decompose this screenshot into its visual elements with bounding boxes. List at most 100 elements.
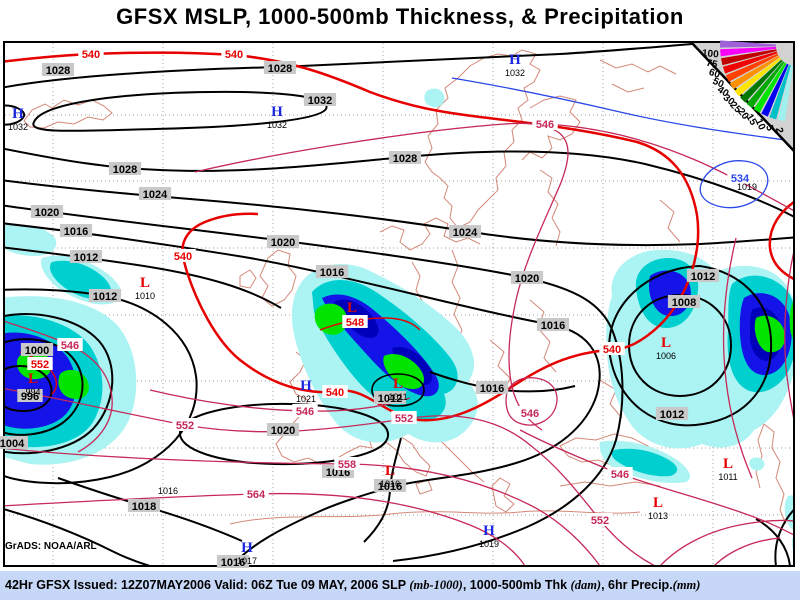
isobar-label: 1020	[271, 237, 295, 249]
thickness-label-box	[391, 411, 417, 424]
isobar-label-box	[41, 63, 75, 76]
footer-bar: 42Hr GFSX Issued: 12Z07MAY2006 Valid: 06…	[0, 571, 800, 600]
isobar-label: 1016	[480, 383, 504, 395]
thickness-label-box	[78, 47, 104, 60]
legend-value-label: 75	[705, 58, 719, 71]
high-center-symbol: H	[300, 378, 312, 394]
isobar-label-box	[59, 224, 93, 237]
thickness-label: 546	[521, 408, 539, 420]
center-value: 1011	[388, 392, 407, 402]
legend-value-label: 60	[707, 67, 721, 81]
thickness-label-box	[243, 487, 269, 500]
thickness-label: 540	[225, 49, 243, 61]
isobar-label-box	[266, 423, 300, 436]
isobar-label-box	[69, 250, 103, 263]
legend-color-band	[746, 61, 785, 109]
isobar-label: 1028	[268, 63, 292, 75]
isobar-label-box	[17, 389, 43, 402]
isobar-label: 1028	[113, 164, 137, 176]
legend-color-band	[720, 46, 777, 57]
center-value: 1013	[648, 511, 668, 521]
center-value: 1016	[380, 479, 400, 489]
isobar-label: 996	[21, 391, 39, 403]
isobar-label-box	[88, 289, 122, 302]
thickness-label: 534	[731, 173, 750, 185]
small-value-text: 1016	[158, 486, 178, 496]
isobar-label: 1008	[672, 297, 696, 309]
thickness-label: 552	[395, 413, 413, 425]
isobar-label: 1028	[393, 153, 417, 165]
isobar-label: 1016	[541, 320, 565, 332]
isobar-label-box	[510, 271, 544, 284]
isobar-label-box	[448, 225, 482, 238]
isobar-label: 1024	[453, 227, 478, 239]
thickness-label: 546	[61, 340, 79, 352]
legend-value-label: 15	[743, 112, 758, 128]
isobar-label: 1016	[64, 226, 88, 238]
thickness-label-box	[532, 117, 558, 130]
isobar-label-box	[373, 479, 407, 492]
isobar-label-box	[266, 235, 300, 248]
high-center-symbol: H	[483, 523, 495, 539]
thickness-label-box	[221, 47, 247, 60]
isobar-label: 1004	[0, 438, 25, 450]
isobar-label-box	[655, 407, 689, 420]
legend-color-band	[729, 55, 780, 90]
thickness-label: 548	[346, 317, 364, 329]
legend-color-band	[722, 51, 778, 74]
legend-color-band	[777, 65, 794, 122]
isobar-label: 1018	[132, 501, 156, 513]
isobar-label-box	[30, 205, 64, 218]
thickness-label: 552	[591, 515, 609, 527]
low-center-symbol: L	[723, 456, 733, 472]
isobar-label-box	[216, 555, 250, 568]
center-value: 1019	[479, 539, 499, 549]
legend-color-band	[734, 57, 781, 97]
isobar-label: 1012	[660, 409, 684, 421]
center-value: 1010	[135, 291, 155, 301]
legend-color-band	[761, 63, 789, 117]
isobar-label: 1016	[221, 557, 245, 569]
center-value: 1011	[718, 472, 737, 482]
thickness-label-box	[342, 315, 368, 328]
footer-units-italic: (mm)	[672, 578, 701, 592]
isobar-label-box	[475, 381, 509, 394]
low-center-symbol: L	[661, 335, 671, 351]
center-value: 1021	[296, 394, 316, 404]
thickness-label: 558	[338, 459, 356, 471]
legend-value-label: 5	[763, 124, 775, 133]
thickness-label: 564	[247, 489, 266, 501]
thickness-label: 546	[296, 406, 314, 418]
isobar-label: 1012	[378, 393, 402, 405]
footer-units-italic: (mb-1000)	[409, 578, 463, 592]
low-center-symbol: L	[653, 495, 663, 511]
isobar-label-box	[686, 269, 720, 282]
pressure-centers: H1032H1032H1032H1021H1017H1019L1010L994L…	[8, 52, 738, 566]
thickness-label-box	[334, 457, 360, 470]
thickness-label-box	[587, 513, 613, 526]
isobar-label: 1020	[515, 273, 539, 285]
thickness-label-box	[599, 342, 625, 355]
high-center-symbol: H	[12, 106, 24, 122]
legend-color-band	[725, 53, 779, 82]
thickness-label-box	[607, 467, 633, 480]
low-center-symbol: L	[393, 376, 403, 392]
thickness-label-box	[322, 385, 348, 398]
isobar-label-box	[263, 61, 297, 74]
isobar-label-box	[0, 436, 29, 449]
isobar-label: 1016	[378, 481, 402, 493]
map-frame	[3, 41, 795, 567]
isobar-label: 1012	[74, 252, 98, 264]
thickness-label: 552	[31, 359, 49, 371]
isobar-label: 1020	[271, 425, 295, 437]
isobar-label-box	[388, 151, 422, 164]
legend-color-band	[720, 40, 777, 48]
low-center-symbol: L	[140, 275, 150, 291]
contour-labels: 1028 1028 1032 1028 1028 1024 1020 1016 1012 1012…	[0, 47, 753, 569]
low-center-symbol: L	[385, 463, 395, 479]
isobar-label-box	[108, 162, 142, 175]
high-center-symbol: H	[241, 540, 253, 556]
